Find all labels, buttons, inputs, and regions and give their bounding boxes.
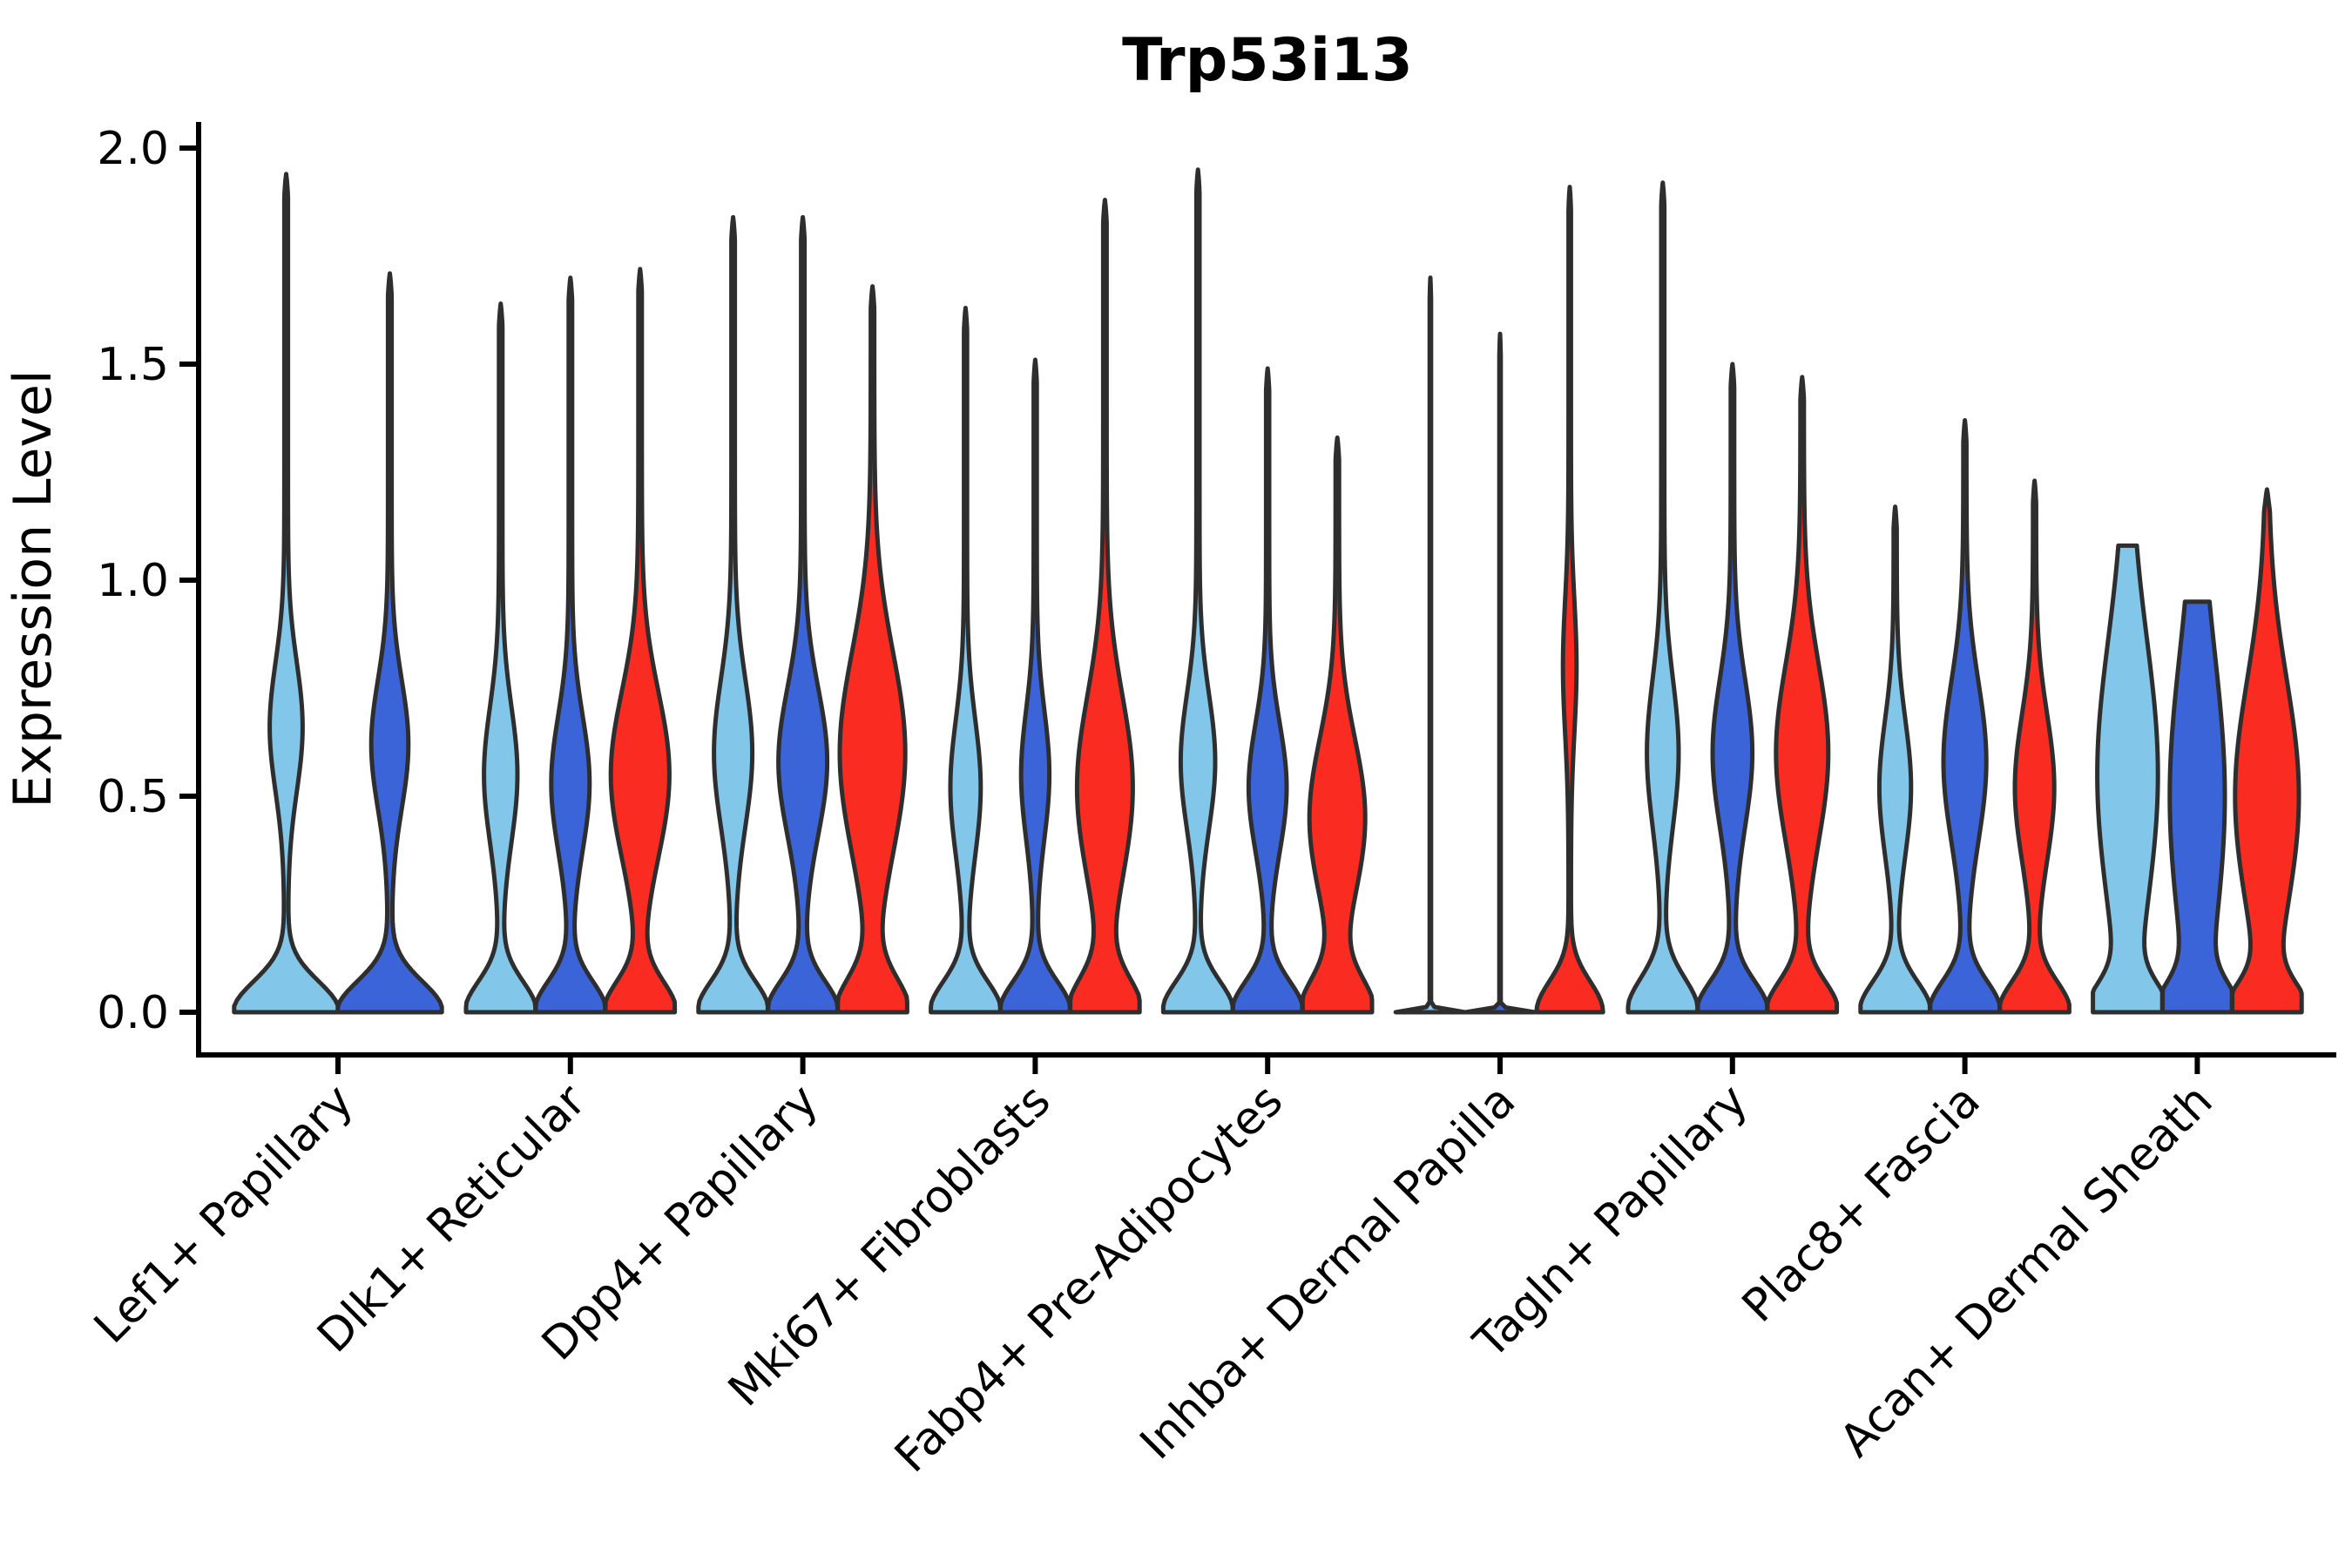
violin-light_blue [1393, 275, 1468, 1015]
y-axis-label: Expression Level [3, 369, 64, 808]
y-axis-tick-label: 1.0 [97, 555, 169, 607]
violin-red [1068, 198, 1142, 1015]
y-axis-tick-label: 0.5 [97, 771, 169, 823]
violin-dark_blue [533, 275, 608, 1015]
violin-light_blue [1625, 180, 1700, 1015]
violin-light_blue [232, 172, 341, 1015]
violin-dark_blue [766, 214, 840, 1015]
chart-title: Trp53i13 [1122, 26, 1413, 95]
violin-red [835, 284, 909, 1015]
violin-light_blue [463, 301, 538, 1015]
violin-red [1534, 185, 1605, 1015]
violin-light_blue [1858, 504, 1932, 1015]
violin-dark_blue [998, 357, 1072, 1015]
violin-dark_blue [1928, 417, 2002, 1015]
violin-light_blue [929, 306, 1003, 1015]
violin-red [1765, 375, 1840, 1015]
x-axis-tick-label: Acan+ Dermal Sheath [1830, 1075, 2223, 1468]
violin-dark_blue [335, 271, 444, 1015]
violin-red [1300, 435, 1375, 1015]
violin-dark_blue [1695, 362, 1770, 1015]
violin-red [603, 267, 678, 1015]
y-axis-tick-label: 2.0 [97, 123, 169, 175]
violin-dark_blue [2160, 599, 2234, 1015]
violin-layer [232, 167, 2304, 1015]
violin-light_blue [696, 214, 770, 1015]
violin-light_blue [1160, 167, 1235, 1015]
violin-red [1997, 478, 2072, 1015]
x-axis-tick-label: Fabp4+ Pre-Adipocytes [885, 1075, 1293, 1483]
violin-dark_blue [1230, 366, 1305, 1015]
y-axis-tick-label: 1.5 [97, 339, 169, 391]
violin-red [2230, 487, 2304, 1015]
violin-light_blue [2091, 543, 2165, 1015]
y-axis-tick-label: 0.0 [97, 987, 169, 1039]
x-axis-tick-label: Inhba+ Dermal Papilla [1131, 1075, 1525, 1470]
x-axis-tick-label: Plac8+ Fascia [1733, 1075, 1990, 1333]
violin-dark_blue [1463, 331, 1538, 1015]
